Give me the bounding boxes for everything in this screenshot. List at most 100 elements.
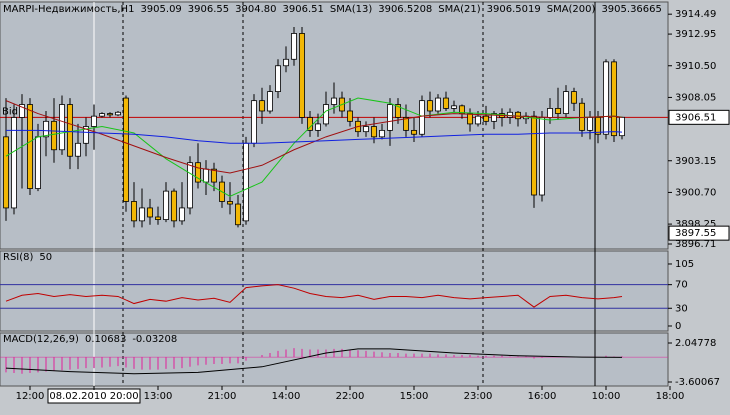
x-tick-label: 10:00 xyxy=(592,391,621,402)
candle-body xyxy=(275,65,281,93)
indicator-value: 50 xyxy=(39,252,52,263)
candle-body xyxy=(59,104,65,151)
x-tick-label: 22:00 xyxy=(336,391,365,402)
indicator-value: -0.03208 xyxy=(132,334,177,345)
bid-price-label: 3906.51 xyxy=(675,112,716,123)
candle-body xyxy=(163,190,169,220)
candle-body xyxy=(443,97,449,109)
candle-body xyxy=(75,142,81,157)
candle-body xyxy=(171,190,177,222)
x-tick-label: 08.02.2010 20:00 xyxy=(49,391,138,402)
legend-name: SMA(13) xyxy=(330,4,372,15)
candle-body xyxy=(187,162,193,209)
candle-body xyxy=(35,136,41,189)
candle-body xyxy=(427,100,433,112)
x-tick-label: 21:00 xyxy=(208,391,237,402)
candle-body xyxy=(123,97,129,202)
candle-body xyxy=(299,33,305,118)
rsi-line xyxy=(5,284,623,308)
candle-body xyxy=(99,113,105,117)
cursor-price-box xyxy=(668,225,730,241)
y-tick-label: 3903.15 xyxy=(675,156,716,167)
candle-body xyxy=(595,117,601,135)
x-tick-label: 16:00 xyxy=(528,391,557,402)
candle-body xyxy=(91,115,97,127)
y-tick-label: 3914.49 xyxy=(675,9,716,20)
candle-body xyxy=(555,108,561,114)
candle-body xyxy=(571,91,577,104)
candle-body xyxy=(19,104,25,118)
candle-body xyxy=(291,33,297,60)
candle-body xyxy=(603,61,609,135)
candle-body xyxy=(155,216,161,220)
x-tick-label: 18:00 xyxy=(656,391,685,402)
candle-body xyxy=(3,136,9,209)
legend-value: 3906.5019 xyxy=(487,4,541,15)
y-tick-label: 105 xyxy=(675,259,694,270)
candle-body xyxy=(315,123,321,131)
candle-body xyxy=(347,110,353,122)
indicator-title: RSI(8) xyxy=(3,252,34,263)
candle-body xyxy=(131,201,137,222)
signal-line xyxy=(5,348,623,375)
ohlc-label: 3906.51 xyxy=(283,4,324,15)
candle-body xyxy=(507,111,513,118)
candle-body xyxy=(251,100,257,144)
x-tick-label: 14:00 xyxy=(272,391,301,402)
candle-body xyxy=(467,113,473,125)
candle-body xyxy=(539,117,545,196)
macd-panel xyxy=(0,332,669,387)
candle-body xyxy=(139,207,145,222)
legend-value: 3906.5208 xyxy=(378,4,432,15)
x-tick-label: 13:00 xyxy=(144,391,173,402)
candle-body xyxy=(395,104,401,118)
y-tick-label: 3896.71 xyxy=(675,239,716,250)
y-tick-label: 70 xyxy=(675,280,688,291)
candle-body xyxy=(475,115,481,125)
candle-body xyxy=(419,100,425,135)
candle-body xyxy=(451,105,457,109)
y-tick-label: 2.04778 xyxy=(675,338,716,349)
candle-body xyxy=(195,162,201,183)
bid-price-box xyxy=(668,109,730,125)
candle-body xyxy=(43,120,49,138)
candle-body xyxy=(387,104,393,131)
candle-body xyxy=(619,116,625,137)
candle-body xyxy=(267,91,273,112)
candle-body xyxy=(211,168,217,183)
main-panel xyxy=(0,1,669,250)
y-tick-label: 3910.50 xyxy=(675,61,716,72)
x-tick-label: 15:00 xyxy=(400,391,429,402)
candle-body xyxy=(379,129,385,138)
candle-body xyxy=(259,100,265,112)
candle-body xyxy=(147,207,153,218)
candle-body xyxy=(587,117,593,131)
day-separators xyxy=(122,2,596,386)
y-tick-label: 3908.05 xyxy=(675,92,716,103)
candle-body xyxy=(491,113,497,122)
candle-body xyxy=(371,126,377,138)
candle-body xyxy=(403,117,409,131)
candle-body xyxy=(179,207,185,222)
candle-body xyxy=(243,142,249,222)
ohlc-label: 3906.55 xyxy=(188,4,229,15)
candle-body xyxy=(283,58,289,67)
sma-line xyxy=(6,129,623,144)
candle-body xyxy=(27,104,33,189)
candle-body xyxy=(483,115,489,122)
candle-body xyxy=(115,111,121,116)
candle-body xyxy=(547,108,553,118)
candle-body xyxy=(435,97,441,112)
indicator-title: MACD(12,26,9) xyxy=(3,334,79,345)
rsi-panel xyxy=(0,250,669,332)
candle-body xyxy=(51,120,57,151)
y-tick-label: 30 xyxy=(675,303,688,314)
candle-body xyxy=(515,111,521,120)
candle-body xyxy=(107,113,113,116)
candle-body xyxy=(531,115,537,196)
symbol-title: MARPI-Недвижимость,H1 xyxy=(3,4,134,15)
candle-body xyxy=(331,97,337,105)
y-tick-label: 3912.95 xyxy=(675,29,716,40)
x-tick-label: 23:00 xyxy=(464,391,493,402)
